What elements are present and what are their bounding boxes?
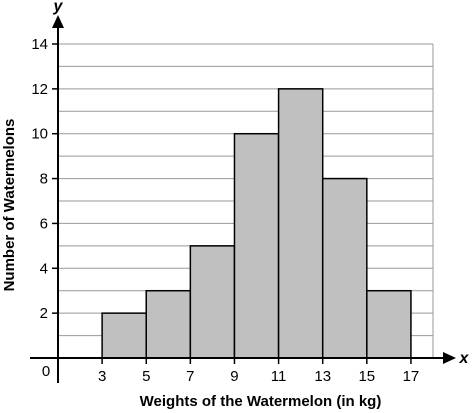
x-axis-letter: x: [459, 350, 470, 367]
x-tick-label: 3: [98, 368, 106, 385]
y-axis-letter: y: [53, 0, 64, 15]
x-tick-label: 15: [358, 368, 375, 385]
histogram-bar: [277, 88, 324, 359]
x-axis-title: Weights of the Watermelon (in kg): [140, 393, 382, 410]
histogram-bar: [145, 289, 192, 359]
axes: [30, 15, 456, 383]
x-tick-label: 9: [230, 368, 238, 385]
x-tick-label: 17: [403, 368, 420, 385]
x-tick-label: 13: [314, 368, 331, 385]
y-tick-label: 4: [40, 260, 48, 277]
x-tick-label: 5: [142, 368, 150, 385]
y-tick-label: 12: [31, 81, 48, 98]
histogram-bar: [101, 312, 147, 359]
histogram-bar: [366, 289, 412, 359]
histogram-bar: [233, 132, 280, 359]
y-tick-label: 14: [31, 36, 48, 53]
y-axis-arrow: [52, 15, 64, 28]
histogram-bar: [189, 245, 236, 359]
x-tick-label: 11: [271, 368, 287, 385]
y-tick-label: 6: [40, 215, 48, 232]
origin-label: 0: [42, 363, 50, 380]
tick-labels: 3 5 7 9 11 13 15 17 2 4 6 8 10 12 14: [31, 36, 419, 385]
histogram-bar: [321, 177, 368, 359]
y-tick-label: 8: [40, 171, 48, 188]
y-tick-label: 2: [40, 305, 48, 322]
histogram-bars: [101, 88, 412, 359]
y-axis-title: Number of Watermelons: [1, 119, 18, 292]
x-axis-arrow: [443, 352, 456, 364]
y-tick-label: 10: [31, 126, 48, 143]
x-tick-label: 7: [186, 368, 194, 385]
